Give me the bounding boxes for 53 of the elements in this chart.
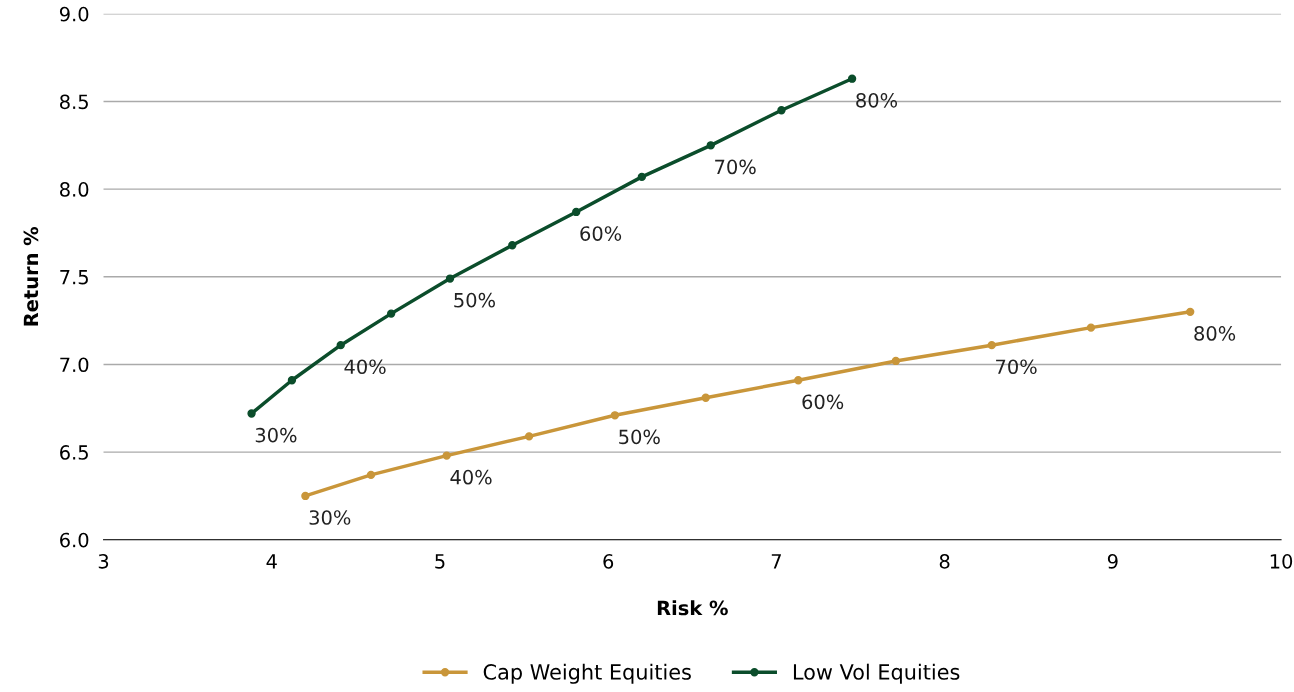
y-tick-label: 7.0 — [60, 357, 89, 373]
point — [508, 241, 517, 250]
x-tick-label: 6 — [603, 553, 614, 569]
y-tick-label: 6.0 — [60, 532, 89, 548]
x-tick-label: 7 — [771, 554, 781, 569]
point — [610, 411, 620, 420]
annotation: 80% — [856, 92, 898, 108]
annotation: 30% — [255, 427, 297, 443]
x-tick-label: 3 — [98, 553, 109, 569]
annotation: 60% — [802, 394, 844, 410]
point — [387, 309, 396, 318]
point — [336, 341, 345, 350]
y-axis-title: Return % — [23, 226, 39, 326]
point — [366, 470, 376, 480]
point — [1186, 307, 1195, 317]
point — [1086, 323, 1096, 332]
x-tick-label: 4 — [266, 554, 277, 569]
annotation: 40% — [450, 469, 492, 485]
point — [247, 409, 256, 418]
x-tick-label: 8 — [939, 553, 950, 569]
annotation: 50% — [619, 429, 660, 445]
annotation: 60% — [580, 226, 622, 241]
point — [572, 207, 581, 217]
point — [987, 341, 996, 350]
y-tick-label: 9.0 — [59, 6, 89, 22]
point — [301, 491, 310, 501]
x-tick-label: 5 — [435, 554, 445, 569]
x-tick-label: 9 — [1107, 553, 1118, 569]
annotation: 80% — [1194, 326, 1236, 341]
point — [777, 106, 786, 115]
point — [701, 393, 710, 402]
y-tick-label: 7.5 — [60, 270, 88, 285]
annotation: 30% — [309, 510, 351, 525]
x-axis-title: Risk % — [657, 600, 728, 616]
point — [847, 74, 857, 83]
y-tick-label: 6.5 — [60, 445, 88, 460]
point — [442, 451, 451, 460]
annotation: 50% — [454, 292, 495, 308]
point — [445, 274, 455, 283]
point — [637, 172, 646, 182]
annotation: 40% — [344, 359, 386, 375]
point — [891, 356, 901, 366]
y-tick-label: 8.5 — [60, 94, 88, 110]
point — [287, 376, 297, 385]
point — [706, 141, 715, 150]
point — [524, 432, 534, 441]
x-tick-label: 10 — [1270, 553, 1293, 569]
legend-label: Low Vol Equities — [793, 663, 960, 684]
legend-label: Cap Weight Equities — [483, 663, 691, 684]
annotation: 70% — [996, 359, 1037, 375]
point — [794, 376, 803, 385]
annotation: 70% — [715, 159, 756, 175]
y-tick-label: 8.0 — [60, 182, 89, 197]
